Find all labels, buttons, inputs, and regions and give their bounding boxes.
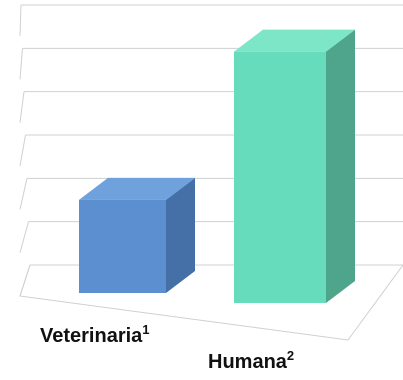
bar-veterinaria-top bbox=[79, 177, 195, 200]
gridline-side bbox=[19, 134, 26, 167]
bar-veterinaria bbox=[79, 199, 166, 293]
category-label-veterinaria: Veterinaria1 bbox=[40, 322, 150, 347]
category-label-humana: Humana2 bbox=[208, 348, 294, 373]
bar-humana bbox=[234, 51, 326, 303]
bar-humana-top bbox=[234, 29, 355, 52]
gridline-side bbox=[19, 48, 23, 80]
gridline-side bbox=[19, 91, 25, 123]
gridline-side bbox=[19, 178, 28, 210]
bar-humana-side bbox=[326, 29, 355, 304]
gridline-side bbox=[19, 221, 29, 253]
chart-floor bbox=[19, 264, 403, 341]
gridline-side bbox=[19, 4, 22, 37]
chart-bars bbox=[79, 29, 355, 304]
category-labels: Veterinaria1 Humana2 bbox=[40, 322, 294, 373]
bar-veterinaria-side bbox=[166, 177, 195, 293]
